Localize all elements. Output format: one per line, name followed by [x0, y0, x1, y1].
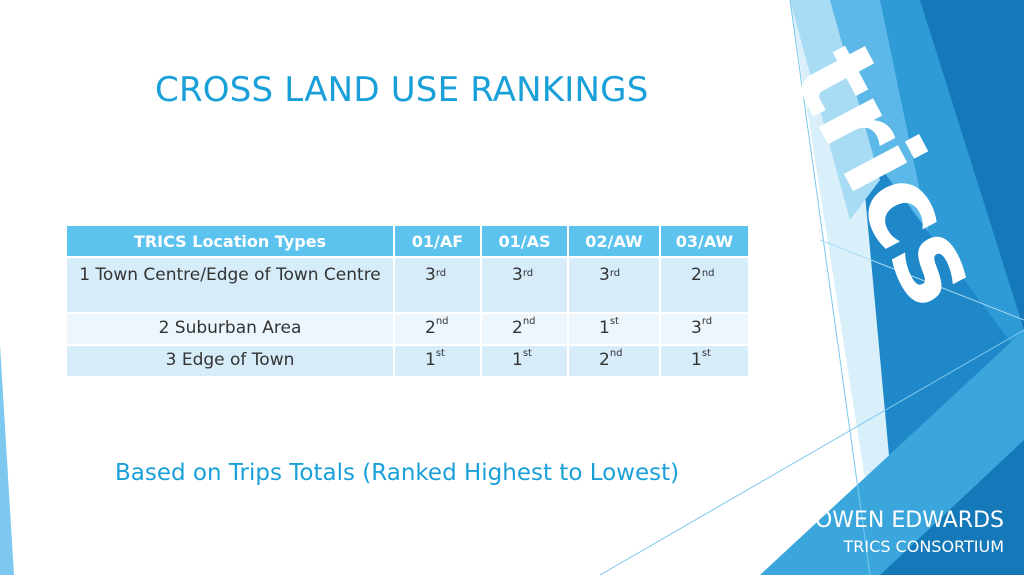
rank-cell: 1st: [568, 312, 661, 345]
location-cell: 2 Suburban Area: [67, 312, 395, 345]
header-03aw: 03/AW: [660, 226, 750, 257]
rank-cell: 3rd: [568, 256, 661, 313]
location-cell: 3 Edge of Town: [67, 344, 395, 376]
rank-cell: 1st: [394, 344, 482, 376]
table-row: 1 Town Centre/Edge of Town Centre 3rd 3r…: [67, 256, 750, 313]
deco-line-2: [599, 329, 1024, 575]
page-title: CROSS LAND USE RANKINGS: [155, 70, 649, 110]
rank-cell: 1st: [660, 344, 750, 376]
rank-cell: 3rd: [394, 256, 482, 313]
rank-cell: 3rd: [481, 256, 569, 313]
right-panel-bottom-dark: [880, 440, 1024, 575]
ranking-note: Based on Trips Totals (Ranked Highest to…: [115, 460, 680, 486]
rank-cell: 1st: [481, 344, 569, 376]
author-name: OWEN EDWARDS: [814, 508, 1004, 533]
header-location-types: TRICS Location Types: [67, 226, 395, 257]
header-02aw: 02/AW: [568, 226, 661, 257]
table-row: 2 Suburban Area 2nd 2nd 1st 3rd: [67, 312, 750, 345]
author-organization: TRICS CONSORTIUM: [843, 537, 1004, 556]
deco-line-3: [819, 239, 1024, 321]
rank-cell: 2nd: [660, 256, 750, 313]
rankings-table: TRICS Location Types 01/AF 01/AS 02/AW 0…: [67, 226, 750, 376]
table-header-row: TRICS Location Types 01/AF 01/AS 02/AW 0…: [67, 226, 750, 257]
deco-line-1: [789, 0, 871, 575]
rank-cell: 2nd: [481, 312, 569, 345]
left-edge-shape: [0, 345, 14, 575]
header-01af: 01/AF: [394, 226, 482, 257]
location-cell: 1 Town Centre/Edge of Town Centre: [67, 256, 395, 313]
rank-cell: 2nd: [568, 344, 661, 376]
author-block: OWEN EDWARDS TRICS CONSORTIUM: [815, 508, 1004, 556]
right-panel-top-light: [790, 0, 880, 220]
header-01as: 01/AS: [481, 226, 569, 257]
rank-cell: 2nd: [394, 312, 482, 345]
right-panel-deep: [920, 0, 1024, 330]
rank-cell: 3rd: [660, 312, 750, 345]
table-row: 3 Edge of Town 1st 1st 2nd 1st: [67, 344, 750, 376]
